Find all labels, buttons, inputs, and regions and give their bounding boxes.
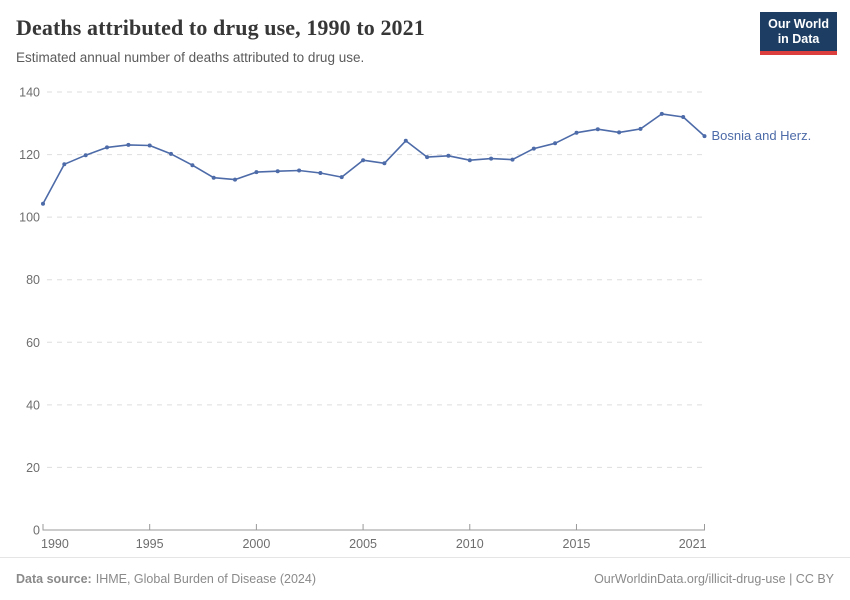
- data-point[interactable]: [531, 146, 536, 151]
- x-axis-tick-label: 2015: [563, 537, 591, 551]
- logo-text-line1: Our World: [768, 17, 829, 31]
- chart-title: Deaths attributed to drug use, 1990 to 2…: [16, 15, 425, 40]
- data-point[interactable]: [659, 111, 664, 116]
- x-axis-tick-label: 1990: [41, 537, 69, 551]
- data-point[interactable]: [361, 158, 366, 163]
- data-point[interactable]: [147, 143, 152, 148]
- chart-subtitle: Estimated annual number of deaths attrib…: [16, 50, 365, 65]
- y-axis-tick-label: 80: [26, 273, 40, 287]
- y-axis-tick-label: 20: [26, 461, 40, 475]
- chart-url-link[interactable]: OurWorldinData.org/illicit-drug-use: [594, 572, 786, 586]
- data-point[interactable]: [41, 201, 45, 206]
- data-point[interactable]: [382, 161, 387, 166]
- data-point[interactable]: [297, 168, 302, 173]
- y-axis-tick-label: 140: [19, 86, 40, 100]
- data-source: Data source: IHME, Global Burden of Disea…: [16, 572, 316, 586]
- y-axis-tick-label: 60: [26, 336, 40, 350]
- data-point[interactable]: [62, 162, 67, 167]
- data-point[interactable]: [83, 153, 88, 158]
- data-source-text: IHME, Global Burden of Disease (2024): [95, 572, 316, 586]
- data-point[interactable]: [489, 156, 494, 161]
- data-source-label: Data source:: [16, 572, 92, 586]
- data-point[interactable]: [681, 115, 686, 119]
- data-point[interactable]: [403, 138, 408, 143]
- data-point[interactable]: [510, 157, 515, 162]
- data-point[interactable]: [574, 130, 579, 135]
- owid-logo[interactable]: Our World in Data: [760, 12, 837, 55]
- data-point[interactable]: [702, 134, 707, 139]
- data-point[interactable]: [126, 142, 131, 147]
- y-axis-tick-label: 0: [33, 524, 40, 538]
- entity-label[interactable]: Bosnia and Herz.: [712, 128, 812, 143]
- y-axis-tick-label: 120: [19, 148, 40, 162]
- data-point[interactable]: [467, 158, 472, 163]
- logo-text-line2: in Data: [777, 32, 820, 46]
- footer-divider: |: [785, 572, 796, 586]
- data-point[interactable]: [339, 175, 344, 180]
- data-point[interactable]: [446, 153, 451, 158]
- data-point[interactable]: [318, 171, 323, 175]
- data-point[interactable]: [169, 151, 173, 156]
- x-axis-tick-label: 2021: [679, 537, 707, 551]
- y-axis-tick-label: 40: [26, 398, 40, 412]
- chart-header: Deaths attributed to drug use, 1990 to 2…: [16, 15, 750, 65]
- data-point[interactable]: [233, 177, 237, 182]
- data-point[interactable]: [425, 155, 430, 160]
- x-axis-tick-label: 2010: [456, 537, 484, 551]
- footer-links: OurWorldinData.org/illicit-drug-use | CC…: [594, 572, 834, 586]
- y-axis-tick-label: 100: [19, 211, 40, 225]
- data-point[interactable]: [254, 170, 259, 175]
- line-chart-canvas[interactable]: 0 20 40 60 80 100 120 140 1990 1995 2000 2005 2010 20…: [0, 0, 850, 557]
- chart-footer: Data source: IHME, Global Burden of Disea…: [0, 557, 850, 600]
- data-point[interactable]: [275, 169, 280, 174]
- x-axis-tick-label: 2000: [242, 537, 270, 551]
- data-point[interactable]: [211, 175, 216, 180]
- data-point[interactable]: [638, 126, 643, 131]
- data-point[interactable]: [105, 145, 109, 150]
- data-point[interactable]: [190, 163, 195, 168]
- data-line[interactable]: [42, 113, 706, 205]
- x-axis-tick-label: 2005: [349, 537, 377, 551]
- license-link[interactable]: CC BY: [795, 572, 834, 586]
- x-axis-tick-label: 1995: [136, 537, 164, 551]
- data-point[interactable]: [595, 127, 600, 132]
- data-point[interactable]: [617, 130, 622, 135]
- data-point[interactable]: [553, 141, 558, 146]
